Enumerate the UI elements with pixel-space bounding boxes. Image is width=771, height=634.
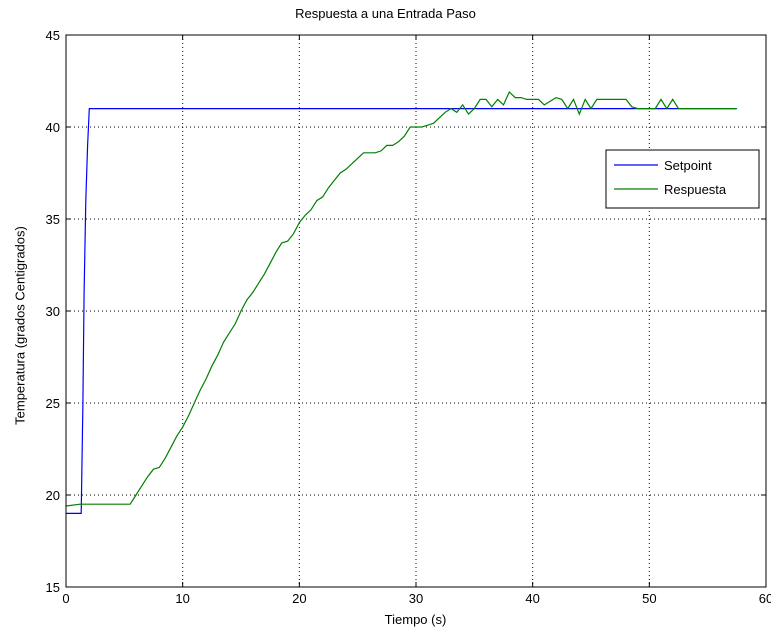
x-axis-label: Tiempo (s)	[384, 612, 447, 627]
y-axis-label: Temperatura (grados Centigrados)	[12, 226, 28, 425]
x-tick-label: 60	[759, 591, 771, 606]
legend: Setpoint Respuesta	[605, 149, 760, 209]
grid-lines	[66, 35, 766, 587]
y-tick-label: 20	[46, 488, 60, 503]
x-tick-label: 0	[62, 591, 69, 606]
x-tick-label: 10	[175, 591, 189, 606]
series-line-respuesta	[65, 90, 737, 507]
x-tick-label: 30	[409, 591, 423, 606]
y-tick-label: 30	[46, 304, 60, 319]
legend-label-respuesta: Respuesta	[664, 182, 727, 197]
x-tick-label: 20	[292, 591, 306, 606]
series-line-setpoint	[66, 107, 737, 515]
legend-box	[605, 149, 760, 209]
y-tick-label: 15	[46, 580, 60, 595]
x-tick-label: 50	[642, 591, 656, 606]
y-tick-label: 45	[46, 28, 60, 43]
axis-ticks: 0 10 20 30 40 50 60 15 20 25 30 35 40 45	[46, 28, 771, 606]
x-tick-label: 40	[525, 591, 539, 606]
series-lines	[65, 90, 737, 515]
y-tick-label: 35	[46, 212, 60, 227]
y-tick-label: 25	[46, 396, 60, 411]
chart-title: Respuesta a una Entrada Paso	[295, 6, 476, 21]
y-tick-label: 40	[46, 120, 60, 135]
legend-label-setpoint: Setpoint	[664, 158, 712, 173]
